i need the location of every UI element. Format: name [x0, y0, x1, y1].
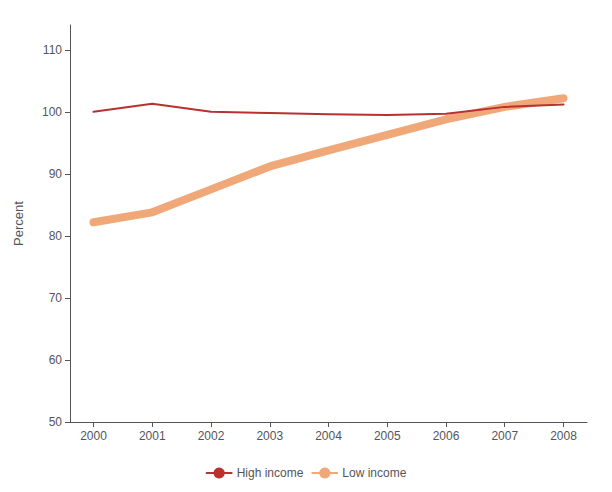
svg-text:2005: 2005: [374, 429, 401, 443]
svg-text:90: 90: [49, 167, 63, 181]
svg-text:2008: 2008: [550, 429, 577, 443]
svg-text:50: 50: [49, 415, 63, 429]
svg-text:2000: 2000: [80, 429, 107, 443]
svg-text:2006: 2006: [433, 429, 460, 443]
svg-text:70: 70: [49, 291, 63, 305]
svg-text:60: 60: [49, 353, 63, 367]
svg-text:110: 110: [43, 43, 62, 57]
svg-text:Percent: Percent: [11, 201, 26, 246]
svg-text:High income: High income: [237, 466, 304, 480]
svg-text:2001: 2001: [139, 429, 166, 443]
svg-text:2007: 2007: [491, 429, 518, 443]
svg-text:2002: 2002: [198, 429, 225, 443]
svg-text:100: 100: [42, 105, 62, 119]
svg-text:2004: 2004: [315, 429, 342, 443]
svg-text:80: 80: [49, 229, 63, 243]
svg-text:2003: 2003: [256, 429, 283, 443]
svg-text:Low income: Low income: [342, 466, 406, 480]
